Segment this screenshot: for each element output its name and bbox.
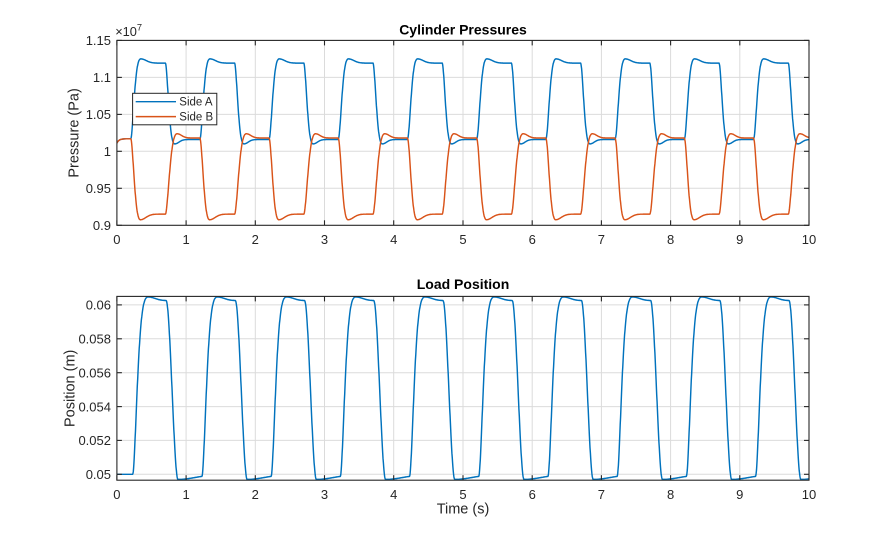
svg-text:0.05: 0.05 — [86, 467, 111, 482]
svg-text:2: 2 — [252, 232, 259, 247]
svg-text:0.9: 0.9 — [93, 218, 111, 233]
svg-text:4: 4 — [390, 487, 397, 502]
svg-text:Position (m): Position (m) — [63, 350, 79, 427]
svg-text:Pressure (Pa): Pressure (Pa) — [67, 88, 83, 177]
svg-text:Load Position: Load Position — [417, 276, 510, 292]
svg-text:6: 6 — [529, 232, 536, 247]
svg-text:0.056: 0.056 — [78, 365, 111, 380]
svg-text:0: 0 — [113, 232, 120, 247]
svg-text:4: 4 — [390, 232, 397, 247]
svg-text:2: 2 — [252, 487, 259, 502]
svg-text:10: 10 — [802, 487, 816, 502]
svg-text:0.054: 0.054 — [78, 399, 111, 414]
svg-text:0.058: 0.058 — [78, 332, 111, 347]
svg-text:1: 1 — [104, 144, 111, 159]
svg-text:Side B: Side B — [179, 112, 213, 124]
svg-text:10: 10 — [802, 232, 816, 247]
svg-text:7: 7 — [598, 487, 605, 502]
svg-text:1.15: 1.15 — [86, 33, 111, 48]
svg-text:7: 7 — [598, 232, 605, 247]
svg-text:5: 5 — [459, 232, 466, 247]
svg-text:1: 1 — [182, 487, 189, 502]
svg-text:1: 1 — [182, 232, 189, 247]
svg-text:3: 3 — [321, 487, 328, 502]
svg-text:0.052: 0.052 — [78, 433, 111, 448]
svg-text:3: 3 — [321, 232, 328, 247]
svg-text:5: 5 — [459, 487, 466, 502]
svg-text:Side A: Side A — [179, 97, 213, 109]
svg-text:8: 8 — [667, 232, 674, 247]
svg-text:9: 9 — [736, 232, 743, 247]
svg-text:0.06: 0.06 — [86, 298, 111, 313]
svg-text:8: 8 — [667, 487, 674, 502]
svg-text:0: 0 — [113, 487, 120, 502]
svg-text:9: 9 — [736, 487, 743, 502]
svg-text:Time (s): Time (s) — [437, 502, 490, 518]
svg-text:1.05: 1.05 — [86, 107, 111, 122]
svg-text:1.1: 1.1 — [93, 70, 111, 85]
svg-text:6: 6 — [529, 487, 536, 502]
svg-text:×107: ×107 — [115, 23, 142, 39]
svg-text:Cylinder Pressures: Cylinder Pressures — [399, 22, 527, 38]
svg-text:0.95: 0.95 — [86, 181, 111, 196]
